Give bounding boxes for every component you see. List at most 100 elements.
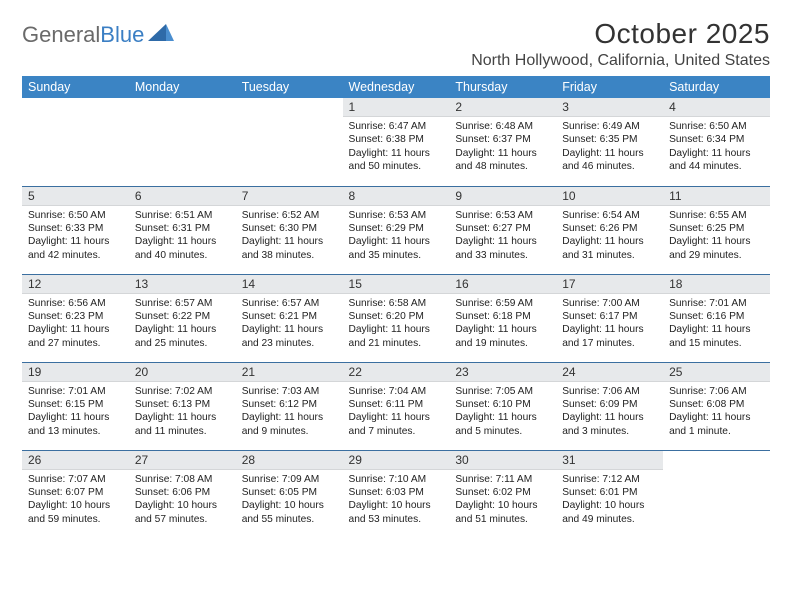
- day-number: 22: [343, 363, 450, 382]
- day-details: Sunrise: 6:50 AMSunset: 6:34 PMDaylight:…: [663, 117, 770, 178]
- day-details: Sunrise: 7:01 AMSunset: 6:16 PMDaylight:…: [663, 294, 770, 355]
- day-number: 1: [343, 98, 450, 117]
- calendar-day-cell: [129, 98, 236, 186]
- calendar-day-cell: 6Sunrise: 6:51 AMSunset: 6:31 PMDaylight…: [129, 186, 236, 274]
- day-details: Sunrise: 7:00 AMSunset: 6:17 PMDaylight:…: [556, 294, 663, 355]
- calendar-day-cell: 3Sunrise: 6:49 AMSunset: 6:35 PMDaylight…: [556, 98, 663, 186]
- calendar-day-cell: 28Sunrise: 7:09 AMSunset: 6:05 PMDayligh…: [236, 450, 343, 538]
- logo: GeneralBlue: [22, 18, 174, 48]
- location-text: North Hollywood, California, United Stat…: [471, 52, 770, 70]
- title-block: October 2025 North Hollywood, California…: [471, 18, 770, 70]
- calendar-day-cell: 17Sunrise: 7:00 AMSunset: 6:17 PMDayligh…: [556, 274, 663, 362]
- calendar-day-cell: 14Sunrise: 6:57 AMSunset: 6:21 PMDayligh…: [236, 274, 343, 362]
- calendar-day-cell: 23Sunrise: 7:05 AMSunset: 6:10 PMDayligh…: [449, 362, 556, 450]
- day-number: [236, 98, 343, 116]
- calendar-day-cell: 2Sunrise: 6:48 AMSunset: 6:37 PMDaylight…: [449, 98, 556, 186]
- day-details: Sunrise: 6:52 AMSunset: 6:30 PMDaylight:…: [236, 206, 343, 267]
- day-number: 4: [663, 98, 770, 117]
- day-number: 29: [343, 451, 450, 470]
- calendar-day-cell: 24Sunrise: 7:06 AMSunset: 6:09 PMDayligh…: [556, 362, 663, 450]
- weekday-header: Monday: [129, 76, 236, 98]
- weekday-header: Sunday: [22, 76, 129, 98]
- calendar-day-cell: 8Sunrise: 6:53 AMSunset: 6:29 PMDaylight…: [343, 186, 450, 274]
- calendar-day-cell: 11Sunrise: 6:55 AMSunset: 6:25 PMDayligh…: [663, 186, 770, 274]
- logo-text-general: General: [22, 22, 100, 48]
- day-details: Sunrise: 6:48 AMSunset: 6:37 PMDaylight:…: [449, 117, 556, 178]
- logo-triangle-icon: [148, 22, 174, 48]
- calendar-week-row: 5Sunrise: 6:50 AMSunset: 6:33 PMDaylight…: [22, 186, 770, 274]
- day-details: Sunrise: 7:09 AMSunset: 6:05 PMDaylight:…: [236, 470, 343, 531]
- day-number: 15: [343, 275, 450, 294]
- calendar-day-cell: 9Sunrise: 6:53 AMSunset: 6:27 PMDaylight…: [449, 186, 556, 274]
- day-details: Sunrise: 7:03 AMSunset: 6:12 PMDaylight:…: [236, 382, 343, 443]
- day-details: Sunrise: 6:54 AMSunset: 6:26 PMDaylight:…: [556, 206, 663, 267]
- day-number: 27: [129, 451, 236, 470]
- day-number: [663, 451, 770, 469]
- day-number: 30: [449, 451, 556, 470]
- weekday-header: Wednesday: [343, 76, 450, 98]
- day-details: Sunrise: 6:57 AMSunset: 6:22 PMDaylight:…: [129, 294, 236, 355]
- day-number: 21: [236, 363, 343, 382]
- calendar-day-cell: 21Sunrise: 7:03 AMSunset: 6:12 PMDayligh…: [236, 362, 343, 450]
- day-details: Sunrise: 6:53 AMSunset: 6:27 PMDaylight:…: [449, 206, 556, 267]
- day-number: [129, 98, 236, 116]
- calendar-day-cell: 12Sunrise: 6:56 AMSunset: 6:23 PMDayligh…: [22, 274, 129, 362]
- calendar-day-cell: 25Sunrise: 7:06 AMSunset: 6:08 PMDayligh…: [663, 362, 770, 450]
- day-details: Sunrise: 7:06 AMSunset: 6:08 PMDaylight:…: [663, 382, 770, 443]
- day-number: [22, 98, 129, 116]
- day-number: 16: [449, 275, 556, 294]
- day-number: 3: [556, 98, 663, 117]
- day-number: 7: [236, 187, 343, 206]
- day-number: 31: [556, 451, 663, 470]
- calendar-day-cell: 10Sunrise: 6:54 AMSunset: 6:26 PMDayligh…: [556, 186, 663, 274]
- day-details: Sunrise: 6:53 AMSunset: 6:29 PMDaylight:…: [343, 206, 450, 267]
- day-number: 26: [22, 451, 129, 470]
- calendar-day-cell: 5Sunrise: 6:50 AMSunset: 6:33 PMDaylight…: [22, 186, 129, 274]
- calendar-day-cell: 27Sunrise: 7:08 AMSunset: 6:06 PMDayligh…: [129, 450, 236, 538]
- calendar-week-row: 12Sunrise: 6:56 AMSunset: 6:23 PMDayligh…: [22, 274, 770, 362]
- calendar-table: SundayMondayTuesdayWednesdayThursdayFrid…: [22, 76, 770, 538]
- day-details: Sunrise: 7:07 AMSunset: 6:07 PMDaylight:…: [22, 470, 129, 531]
- day-details: Sunrise: 7:11 AMSunset: 6:02 PMDaylight:…: [449, 470, 556, 531]
- calendar-day-cell: 20Sunrise: 7:02 AMSunset: 6:13 PMDayligh…: [129, 362, 236, 450]
- weekday-header: Friday: [556, 76, 663, 98]
- day-number: 18: [663, 275, 770, 294]
- day-details: Sunrise: 7:10 AMSunset: 6:03 PMDaylight:…: [343, 470, 450, 531]
- day-details: Sunrise: 6:56 AMSunset: 6:23 PMDaylight:…: [22, 294, 129, 355]
- day-details: Sunrise: 6:59 AMSunset: 6:18 PMDaylight:…: [449, 294, 556, 355]
- day-details: Sunrise: 6:55 AMSunset: 6:25 PMDaylight:…: [663, 206, 770, 267]
- header: GeneralBlue October 2025 North Hollywood…: [22, 18, 770, 70]
- calendar-day-cell: 29Sunrise: 7:10 AMSunset: 6:03 PMDayligh…: [343, 450, 450, 538]
- day-number: 19: [22, 363, 129, 382]
- day-number: 14: [236, 275, 343, 294]
- calendar-day-cell: 26Sunrise: 7:07 AMSunset: 6:07 PMDayligh…: [22, 450, 129, 538]
- day-details: Sunrise: 7:01 AMSunset: 6:15 PMDaylight:…: [22, 382, 129, 443]
- day-details: Sunrise: 6:47 AMSunset: 6:38 PMDaylight:…: [343, 117, 450, 178]
- calendar-day-cell: 18Sunrise: 7:01 AMSunset: 6:16 PMDayligh…: [663, 274, 770, 362]
- calendar-day-cell: [663, 450, 770, 538]
- day-number: 25: [663, 363, 770, 382]
- day-details: Sunrise: 7:05 AMSunset: 6:10 PMDaylight:…: [449, 382, 556, 443]
- day-details: Sunrise: 7:04 AMSunset: 6:11 PMDaylight:…: [343, 382, 450, 443]
- calendar-page: GeneralBlue October 2025 North Hollywood…: [0, 0, 792, 538]
- day-details: Sunrise: 6:51 AMSunset: 6:31 PMDaylight:…: [129, 206, 236, 267]
- weekday-header: Tuesday: [236, 76, 343, 98]
- calendar-day-cell: 1Sunrise: 6:47 AMSunset: 6:38 PMDaylight…: [343, 98, 450, 186]
- day-details: Sunrise: 6:57 AMSunset: 6:21 PMDaylight:…: [236, 294, 343, 355]
- calendar-week-row: 26Sunrise: 7:07 AMSunset: 6:07 PMDayligh…: [22, 450, 770, 538]
- calendar-day-cell: 7Sunrise: 6:52 AMSunset: 6:30 PMDaylight…: [236, 186, 343, 274]
- day-number: 20: [129, 363, 236, 382]
- day-number: 9: [449, 187, 556, 206]
- day-number: 2: [449, 98, 556, 117]
- day-details: Sunrise: 7:02 AMSunset: 6:13 PMDaylight:…: [129, 382, 236, 443]
- day-details: Sunrise: 6:49 AMSunset: 6:35 PMDaylight:…: [556, 117, 663, 178]
- calendar-day-cell: [236, 98, 343, 186]
- weekday-header: Thursday: [449, 76, 556, 98]
- calendar-week-row: 19Sunrise: 7:01 AMSunset: 6:15 PMDayligh…: [22, 362, 770, 450]
- calendar-day-cell: 22Sunrise: 7:04 AMSunset: 6:11 PMDayligh…: [343, 362, 450, 450]
- day-number: 28: [236, 451, 343, 470]
- day-number: 23: [449, 363, 556, 382]
- calendar-day-cell: 4Sunrise: 6:50 AMSunset: 6:34 PMDaylight…: [663, 98, 770, 186]
- calendar-header-row: SundayMondayTuesdayWednesdayThursdayFrid…: [22, 76, 770, 98]
- day-number: 8: [343, 187, 450, 206]
